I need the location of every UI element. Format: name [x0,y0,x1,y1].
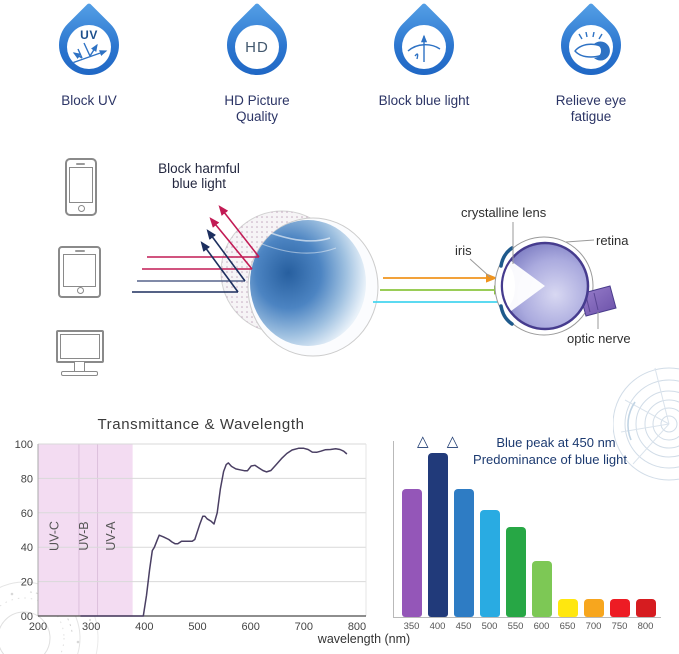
x-tick-label: 500 [188,621,206,633]
bar-tick-label: 700 [585,621,602,632]
leader-lines [469,222,599,329]
uv-band-uv-c [38,444,79,616]
bar-700nm [583,599,604,617]
x-axis-label: wavelength (nm) [317,632,411,646]
lens-graphic [220,210,379,357]
crystalline-lens-label: crystalline lens [461,205,547,220]
bar-tick-label: 650 [559,621,576,632]
bar-650nm [557,599,578,617]
block-harmful-caption: Block harmful blue light [158,161,240,192]
retina-label: retina [596,233,629,248]
bar-y-axis [393,441,394,617]
bar-tick-label: 400 [429,621,446,632]
bar-800nm [635,599,656,617]
x-tick-label: 200 [29,621,47,633]
deflect-arrow-icon [402,25,446,69]
hd-icon: HD [235,25,279,69]
uv-band-label: UV-B [77,521,91,550]
uv-band-label: UV-A [104,521,118,551]
iris-label: iris [455,243,472,258]
bar-550nm [505,527,526,617]
line-chart-title: Transmittance & Wavelength [97,416,305,433]
bar-tick-label: 550 [507,621,524,632]
bar-tick-label: 350 [403,621,420,632]
bar-tick-label: 500 [481,621,498,632]
uv-band-label: UV-C [47,521,61,551]
x-tick-label: 600 [241,621,259,633]
x-tick-label: 800 [348,621,366,633]
monitor-base [61,371,98,376]
optic-nerve-label: optic nerve [567,331,631,346]
eye-glyph [574,32,610,61]
uv-band-uv-a [97,444,133,616]
feature-block-blue-light: Block blue light [359,0,489,132]
peak-triangle-markers-icon: △ △ [417,433,466,450]
monitor-icon [56,330,104,363]
bar-chart-title-line2: Predominance of blue light [473,452,627,467]
x-tick-label: 300 [82,621,100,633]
y-tick-label: 20 [21,577,33,589]
bar-450nm [453,488,474,617]
feature-label: Relieve eye fatigue [555,93,627,124]
deflect-glyph [407,34,441,62]
tired-eye-icon [569,25,613,69]
bar-400nm [427,453,448,617]
feature-label: Block UV [61,93,117,108]
feature-relieve-fatigue: Relieve eye fatigue [526,0,656,132]
feature-label: HD Picture Quality [224,93,290,124]
incoming-rays [132,205,260,293]
uv-rays-glyph [71,42,108,64]
blue-light-bar-chart: △ △ Blue peak at 450 nm Predominance of … [393,428,679,654]
feature-hd-quality: HD HD Picture Quality [192,0,322,132]
compass-watermark-icon [613,367,679,481]
y-tick-label: 80 [21,473,33,485]
x-tick-label: 400 [135,621,153,633]
feature-label: Block blue light [378,93,470,108]
uv-band-uv-b [78,444,98,616]
bar-350nm [401,488,422,617]
y-tick-label: 60 [21,508,33,520]
x-tick-label: 700 [295,621,313,633]
transmittance-plot: 00 20 40 60 80 100 200 300 400 500 600 700 800 UV-C UV… [15,439,367,633]
y-tick-label: 40 [21,542,33,554]
uv-rays-icon: UV [67,25,111,69]
transmittance-curve [80,447,348,617]
bar-tick-label: 800 [637,621,654,632]
y-tick-label: 00 [21,611,33,623]
uv-glyph-text: UV [80,28,98,42]
bar-tick-label: 450 [455,621,472,632]
eye-graphic [494,236,617,336]
hd-glyph-text: HD [245,38,269,56]
y-tick-label: 100 [15,439,33,451]
bar-500nm [479,509,500,617]
bar-x-axis [393,617,661,618]
bar-tick-label: 600 [533,621,550,632]
feature-block-uv: UV Block UV [24,0,154,132]
smartphone-icon [65,158,97,216]
bar-tick-label: 750 [611,621,628,632]
bar-chart-title-line1: Blue peak at 450 nm [496,435,616,450]
tablet-icon [58,246,101,298]
bar-750nm [609,599,630,617]
transmittance-chart: 00 20 40 60 80 100 200 300 400 500 600 700 800 UV-C UV… [0,406,390,654]
bar-600nm [531,560,552,617]
lens-eye-diagram [132,205,617,357]
